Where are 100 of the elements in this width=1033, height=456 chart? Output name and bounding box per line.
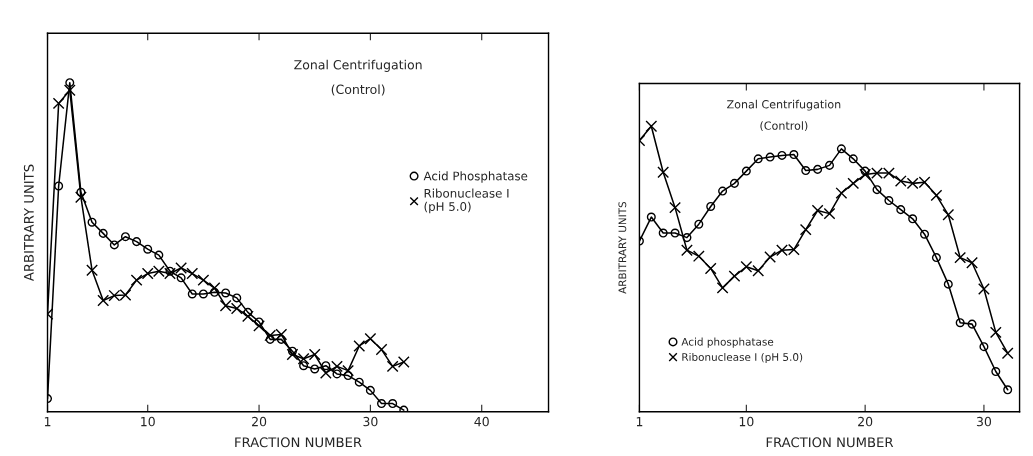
legend-label: Ribonuclease I (pH 5.0) [424, 188, 509, 214]
point [670, 228, 680, 238]
point [54, 181, 64, 191]
x-tick-label: 1 [636, 417, 643, 427]
point [176, 273, 186, 283]
point [789, 150, 799, 160]
point [930, 189, 943, 202]
point [186, 267, 199, 280]
point [98, 228, 108, 238]
point [308, 348, 321, 361]
x-axis-title: FRACTION NUMBER [766, 437, 894, 448]
point [299, 361, 309, 371]
point [704, 262, 717, 275]
point [848, 154, 858, 164]
x-tick-label: 20 [858, 416, 873, 427]
point [75, 191, 87, 204]
point [232, 293, 242, 303]
point [836, 144, 846, 154]
point [860, 166, 870, 176]
point [388, 399, 398, 409]
y-axis-title: ARBITRARY UNITS [618, 201, 627, 294]
x-tick-label: 10 [141, 416, 155, 427]
point [63, 84, 76, 97]
point [658, 228, 668, 238]
chart-title: Zonal Centrifugation [294, 59, 422, 72]
chart-subtitle: (Control) [760, 121, 808, 132]
point [143, 244, 153, 254]
point [130, 274, 143, 287]
point [286, 348, 299, 361]
point [681, 244, 693, 257]
point [187, 289, 197, 299]
point [319, 367, 332, 379]
point [645, 120, 658, 133]
point [242, 310, 254, 323]
point [777, 150, 787, 160]
point [175, 262, 188, 274]
point [752, 264, 765, 277]
point [297, 352, 310, 365]
point [208, 282, 221, 294]
chart-subtitle: (Control) [331, 84, 385, 96]
point [109, 240, 119, 250]
x-tick-label: 30 [976, 416, 992, 427]
point [353, 340, 366, 352]
point [991, 366, 1001, 377]
point [813, 164, 823, 174]
x-tick-label: 40 [474, 416, 489, 427]
point [753, 154, 763, 164]
point [265, 334, 275, 344]
point [872, 185, 882, 195]
point [682, 233, 692, 243]
point [824, 160, 835, 170]
point [801, 166, 811, 176]
point [343, 371, 353, 381]
point [342, 364, 355, 377]
point [321, 361, 331, 371]
point [989, 326, 1002, 339]
point [331, 360, 343, 373]
point [716, 281, 729, 294]
point [966, 256, 978, 269]
point [397, 356, 410, 368]
point [310, 364, 320, 374]
point [931, 253, 941, 263]
point [154, 250, 164, 260]
point [646, 212, 656, 222]
point [706, 201, 716, 212]
legend-label: Acid phosphatase [681, 337, 774, 348]
point [132, 237, 142, 247]
point [765, 152, 775, 162]
point [197, 274, 210, 287]
point [76, 187, 86, 197]
point [692, 250, 705, 263]
point [657, 166, 670, 179]
point [978, 283, 990, 295]
point [729, 178, 739, 188]
point [764, 251, 777, 263]
point [365, 385, 375, 395]
point [967, 319, 977, 329]
point [165, 266, 175, 276]
point [741, 166, 751, 176]
point [1003, 385, 1013, 395]
point [65, 78, 75, 88]
point [287, 346, 297, 356]
point [728, 270, 741, 283]
point [740, 260, 753, 273]
point [276, 334, 286, 344]
point [694, 219, 704, 229]
point [364, 332, 377, 345]
point [386, 360, 399, 373]
point [811, 204, 824, 217]
point [87, 217, 97, 227]
point [52, 97, 65, 110]
chart-title: Zonal Centrifugation [727, 99, 841, 111]
y-axis-title: ARBITRARY UNITS [23, 164, 34, 282]
point [943, 279, 953, 289]
point [332, 369, 342, 379]
point [799, 223, 812, 236]
point [198, 289, 208, 299]
point [354, 377, 364, 387]
legend-label: Acid Phosphatase [423, 171, 528, 183]
point [979, 342, 989, 352]
